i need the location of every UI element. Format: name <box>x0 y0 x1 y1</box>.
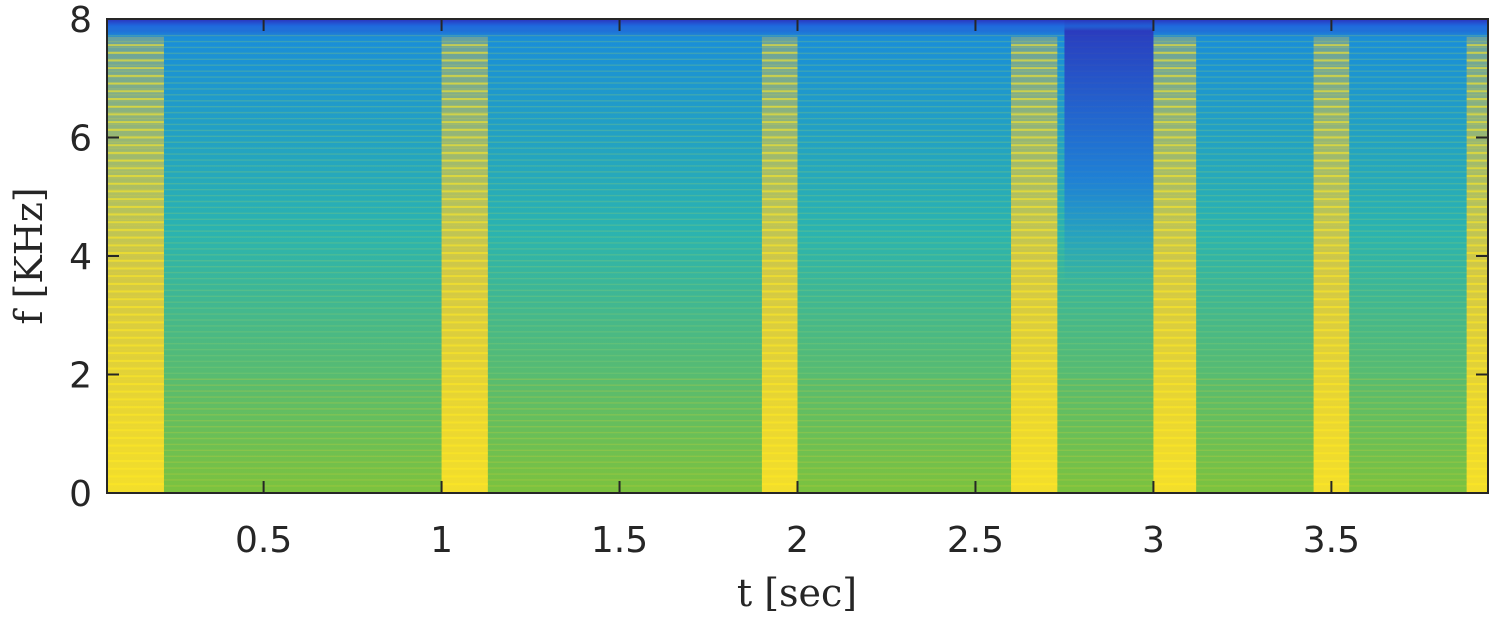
y-tick-label: 2 <box>69 356 92 397</box>
y-axis-label: f [KHz] <box>7 187 51 324</box>
high-energy-segment <box>1153 36 1197 493</box>
high-energy-segments <box>107 36 1488 493</box>
high-energy-segment <box>441 36 488 493</box>
x-tick-label: 2.5 <box>947 520 1004 561</box>
high-energy-segment <box>1313 36 1350 493</box>
x-axis-ticks: 0.5 1 1.5 2 2.5 3 3.5 <box>235 19 1360 561</box>
high-energy-segment <box>107 36 164 493</box>
x-tick-label: 3 <box>1142 520 1165 561</box>
y-tick-label: 8 <box>69 0 92 41</box>
x-tick-label: 3.5 <box>1303 520 1360 561</box>
x-tick-label: 0.5 <box>235 520 292 561</box>
plot-area <box>107 19 1488 493</box>
y-tick-label: 6 <box>69 119 92 160</box>
high-energy-segment <box>761 36 798 493</box>
x-axis-label: t [sec] <box>737 571 857 615</box>
y-axis-ticks: 0 2 4 6 8 <box>69 0 1488 515</box>
high-energy-segment <box>1011 36 1058 493</box>
y-tick-label: 4 <box>69 237 92 278</box>
x-tick-label: 1 <box>430 520 453 561</box>
x-tick-label: 2 <box>786 520 809 561</box>
y-tick-label: 0 <box>69 474 92 515</box>
high-energy-segment <box>1466 36 1488 493</box>
x-tick-label: 1.5 <box>591 520 648 561</box>
low-energy-region <box>1064 19 1154 286</box>
